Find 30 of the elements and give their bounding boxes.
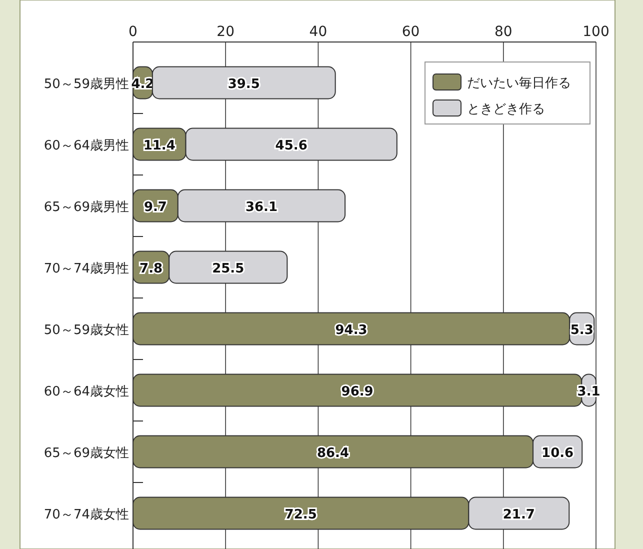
y-tick-label: 65～69歳女性 xyxy=(44,446,129,461)
data-label: 39.5 xyxy=(228,76,260,92)
data-label: 96.9 xyxy=(341,384,374,400)
data-label: 11.4 xyxy=(143,138,176,154)
data-label: 21.7 xyxy=(502,507,535,522)
x-tick-label: 20 xyxy=(216,24,235,40)
x-tick-label: 100 xyxy=(582,24,610,40)
y-tick-label: 60～64歳男性 xyxy=(44,138,129,154)
data-label: 86.4 xyxy=(316,446,350,461)
y-tick-label: 70～74歳女性 xyxy=(44,507,129,522)
x-tick-label: 40 xyxy=(309,24,328,40)
x-tick-label: 80 xyxy=(494,24,512,40)
x-tick-label: 0 xyxy=(128,24,138,40)
y-tick-label: 50～59歳男性 xyxy=(44,76,129,92)
legend-label: だいたい毎日作る xyxy=(467,76,571,91)
y-tick-label: 70～74歳男性 xyxy=(44,261,129,276)
legend-label: ときどき作る xyxy=(467,102,545,117)
x-tick-label: 60 xyxy=(402,24,420,40)
data-label: 25.5 xyxy=(212,261,244,276)
data-label: 10.6 xyxy=(542,446,574,461)
y-tick-label: 60～64歳女性 xyxy=(44,384,129,400)
data-label: 45.6 xyxy=(275,138,308,154)
data-label: 36.1 xyxy=(245,200,278,215)
data-label: 72.5 xyxy=(284,507,317,522)
data-label: 9.7 xyxy=(144,200,167,215)
y-tick-label: 50～59歳女性 xyxy=(44,322,129,338)
data-label: 94.3 xyxy=(335,322,368,338)
data-label: 7.8 xyxy=(140,261,163,276)
y-tick-label: 65～69歳男性 xyxy=(44,200,129,215)
data-label: 5.3 xyxy=(570,322,594,338)
